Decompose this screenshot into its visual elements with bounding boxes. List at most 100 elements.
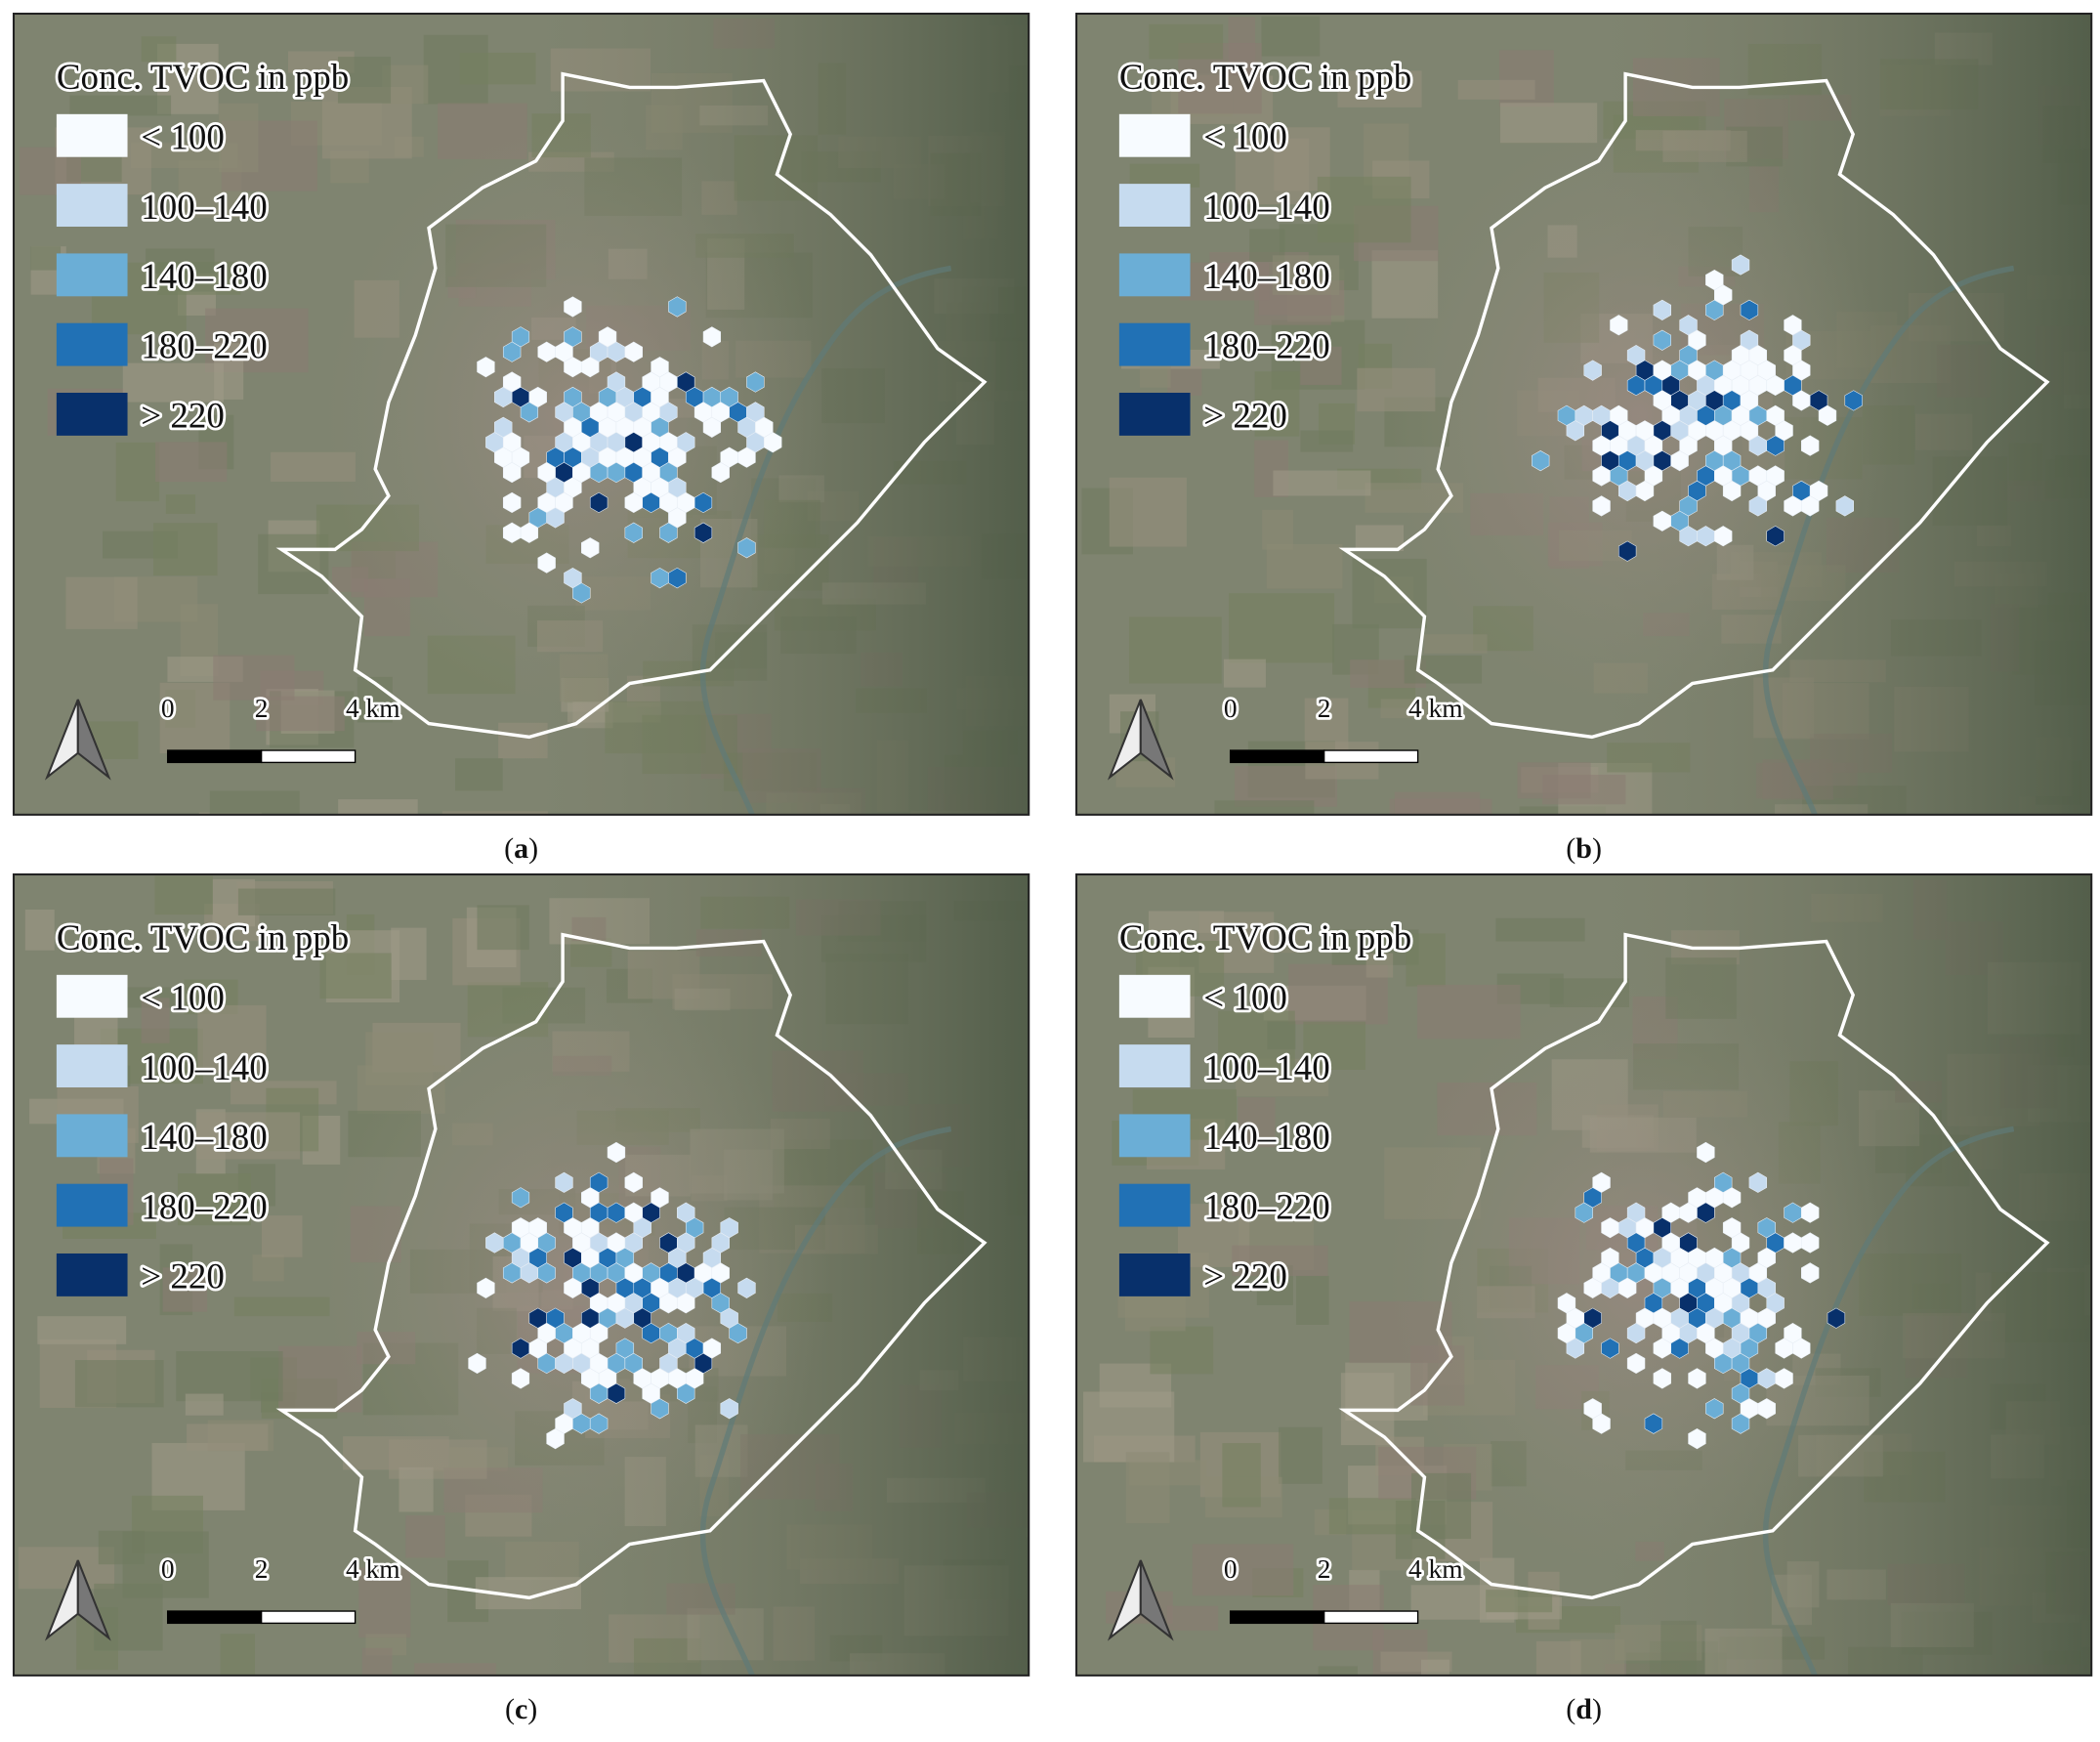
legend-label: 100–140: [1203, 188, 1330, 228]
legend-label: > 220: [141, 1257, 225, 1297]
caption-letter: b: [1575, 832, 1592, 865]
terrain-patch: [187, 1423, 269, 1451]
hex-cell: [1592, 1413, 1611, 1434]
terrain-patch: [209, 790, 300, 815]
terrain-patch: [1223, 659, 1266, 688]
map-panel: Conc. TVOC in ppb < 100 100–140 140–180 180–…: [1074, 12, 2093, 816]
legend-label: 140–180: [1203, 1118, 1330, 1158]
hex-cell: [1714, 526, 1733, 547]
scale-label: 2: [1318, 1554, 1331, 1584]
north-arrow-right: [76, 1559, 111, 1641]
terrain-patch: [18, 1547, 115, 1590]
hex-cell: [607, 1141, 626, 1164]
hex-cell: [764, 432, 782, 453]
terrain-patch: [1266, 543, 1343, 589]
scale-label: 2: [255, 694, 269, 723]
caption-paren: ): [527, 1693, 537, 1725]
caption-paren: (: [505, 1693, 515, 1725]
hex-cell: [546, 507, 565, 529]
legend-swatch: [56, 1114, 128, 1158]
terrain-patch: [1129, 163, 1200, 188]
hex-cell: [589, 491, 609, 514]
terrain-patch: [154, 875, 213, 915]
legend-title: Conc. TVOC in ppb: [1119, 918, 1411, 958]
hex-cell: [1757, 1398, 1776, 1420]
hex-cell: [1653, 329, 1671, 351]
terrain-patch: [1083, 1391, 1175, 1463]
hex-cell: [729, 1322, 747, 1344]
scale-label: 0: [1224, 694, 1238, 723]
map-panel: Conc. TVOC in ppb < 100 100–140 140–180 180–…: [1074, 872, 2093, 1677]
legend-label: > 220: [141, 397, 225, 437]
terrain-patch: [1278, 1426, 1323, 1484]
scale-label: 2: [255, 1554, 269, 1584]
terrain-patch: [477, 905, 529, 951]
hex-cell: [564, 296, 582, 318]
hex-cell: [520, 522, 539, 543]
hex-cell: [668, 568, 687, 589]
terrain-patch: [1457, 79, 1535, 100]
caption-paren: (: [1566, 1693, 1575, 1725]
legend-label: > 220: [1203, 397, 1287, 437]
hex-cell: [1566, 420, 1585, 442]
hex-cell: [1731, 254, 1750, 276]
scale-label: 2: [1318, 694, 1331, 723]
scale-bar-black: [1229, 749, 1325, 764]
hex-cell: [1670, 450, 1689, 472]
scale-label: 0: [1224, 1554, 1238, 1584]
hex-cell: [1818, 404, 1837, 426]
terrain-patch: [1303, 1021, 1366, 1070]
city-boundary: [275, 71, 987, 740]
hex-cell: [746, 371, 765, 393]
hex-cell: [1835, 495, 1855, 517]
terrain-patch: [1380, 699, 1428, 719]
terrain-patch: [185, 1393, 224, 1416]
hex-cell: [1626, 1352, 1646, 1375]
legend-swatch: [56, 184, 128, 227]
hex-cell: [502, 341, 522, 362]
hex-cell: [1722, 1187, 1742, 1209]
hex-cell: [1800, 1202, 1820, 1223]
hex-cell: [1722, 480, 1742, 502]
hex-cell: [511, 1368, 530, 1389]
caption-letter: d: [1575, 1693, 1592, 1725]
hex-cell: [1626, 1322, 1646, 1344]
scale-label: 0: [161, 1554, 175, 1584]
hex-cell: [468, 1352, 486, 1375]
caption-paren: ): [1592, 1693, 1602, 1725]
legend-title: Conc. TVOC in ppb: [1119, 58, 1411, 98]
hex-cell: [1653, 299, 1671, 321]
terrain-patch: [141, 998, 170, 1043]
terrain-patch: [1394, 791, 1481, 815]
terrain-patch: [414, 1663, 496, 1676]
terrain-patch: [69, 95, 172, 116]
caption-letter: c: [515, 1693, 527, 1725]
legend-label: 180–220: [1203, 1187, 1330, 1227]
panel-frame: [12, 12, 1030, 816]
hex-cell: [1748, 495, 1768, 517]
legend-swatch: [1118, 113, 1191, 157]
caption-paren: ): [1592, 832, 1602, 865]
hex-cell: [693, 522, 713, 543]
terrain-patch: [152, 523, 218, 576]
hex-cell: [1583, 360, 1602, 381]
scale-label: 4 km: [346, 1554, 400, 1584]
hex-cell: [624, 522, 643, 543]
terrain-patch: [155, 442, 228, 483]
hex-cell: [477, 357, 495, 378]
hex-cell: [1617, 540, 1637, 562]
hex-cell: [624, 341, 643, 362]
legend-label: 140–180: [141, 257, 267, 297]
terrain-patch: [1179, 262, 1270, 301]
terrain-patch: [441, 811, 548, 815]
hex-cell: [511, 1187, 530, 1209]
hex-cell: [1740, 299, 1759, 321]
panel-caption: (d): [1566, 1693, 1602, 1725]
legend-label: 180–220: [141, 326, 267, 366]
terrain-patch: [337, 57, 392, 104]
hex-cell: [477, 1277, 495, 1298]
panel-frame: [1074, 872, 2093, 1677]
terrain-patch: [1318, 1666, 1358, 1676]
north-arrow-right: [76, 699, 111, 781]
legend-label: 140–180: [1203, 257, 1330, 297]
